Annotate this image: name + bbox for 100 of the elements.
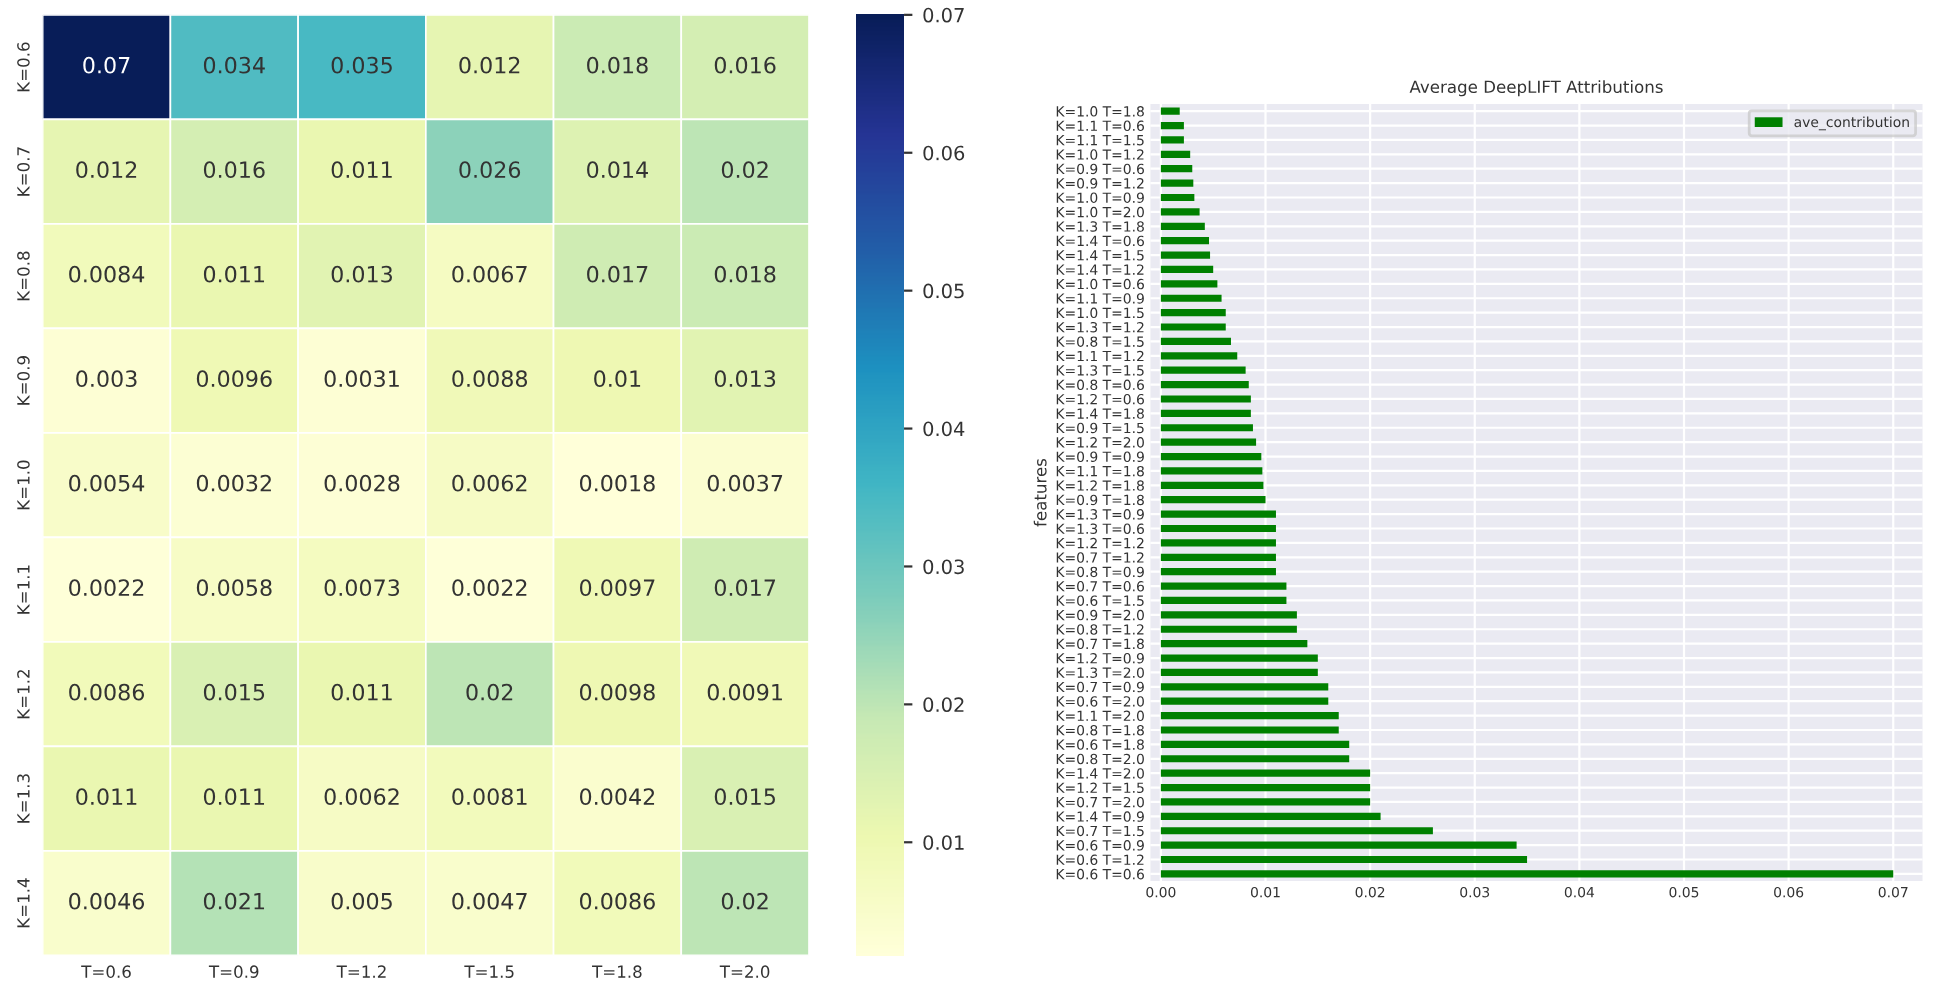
bar <box>1160 352 1238 360</box>
data-label: 0.011 <box>331 683 392 701</box>
x-tick-label: T=1.8 <box>592 965 642 978</box>
y-tick-label: K=0.9 <box>17 356 30 405</box>
bar <box>1160 798 1371 806</box>
data-label: 0.0031 <box>324 370 399 388</box>
bar <box>1160 668 1318 677</box>
bar <box>1160 179 1194 187</box>
data-label: 0.0037 <box>707 474 783 492</box>
color-bar-label: 0.04 <box>923 421 965 437</box>
bar <box>1160 524 1276 533</box>
bar <box>1160 222 1205 230</box>
bar <box>1160 683 1329 691</box>
data-label: 0.02 <box>466 683 513 701</box>
data-label: 0.0022 <box>452 579 527 597</box>
bar <box>1160 611 1297 619</box>
y-axis-title: features <box>1033 458 1047 527</box>
bar <box>1160 539 1276 547</box>
bar <box>1160 251 1211 259</box>
bar <box>1160 855 1528 864</box>
bar <box>1160 654 1318 662</box>
bar <box>1160 193 1195 202</box>
data-label: 0.018 <box>714 265 776 283</box>
data-label: 0.0073 <box>324 579 400 597</box>
bar <box>1160 596 1287 605</box>
bar <box>1160 107 1180 115</box>
data-label: 0.013 <box>331 265 392 283</box>
data-label: 0.035 <box>331 56 392 74</box>
bar <box>1160 841 1517 849</box>
data-label: 0.016 <box>714 56 776 74</box>
bar <box>1160 697 1329 705</box>
data-label: 0.034 <box>203 56 265 74</box>
bar <box>1160 769 1371 777</box>
data-label: 0.012 <box>76 161 137 179</box>
data-label: 0.012 <box>459 56 520 74</box>
bar <box>1160 265 1214 274</box>
bar <box>1160 165 1193 173</box>
bar <box>1160 726 1339 734</box>
y-tick-label: K=0.8 <box>17 251 30 301</box>
y-tick-label: K=1.4 <box>17 878 30 928</box>
data-label: 0.02 <box>721 161 768 179</box>
data-label: 0.0028 <box>324 474 400 492</box>
data-label: 0.015 <box>203 683 265 701</box>
y-tick-label: K=1.0 <box>17 460 30 510</box>
data-label: 0.0097 <box>579 579 655 597</box>
bar <box>1160 309 1226 317</box>
bar <box>1160 625 1297 633</box>
color-bar-label: 0.07 <box>923 7 964 23</box>
data-label: 0.003 <box>76 370 137 388</box>
bar <box>1160 582 1287 590</box>
data-label: 0.011 <box>331 161 392 179</box>
data-label: 0.0067 <box>452 265 527 283</box>
data-label: 0.015 <box>714 788 775 806</box>
bar <box>1160 783 1371 792</box>
data-label: 0.0058 <box>196 579 272 597</box>
bar <box>1160 510 1276 518</box>
data-label: 0.016 <box>203 161 265 179</box>
y-tick-label: K=0.6 <box>17 42 30 92</box>
bar <box>1160 424 1253 432</box>
bar <box>1160 280 1218 288</box>
y-tick-label: K=1.3 <box>17 774 30 823</box>
bar <box>1160 380 1249 389</box>
bar <box>1160 409 1251 417</box>
bar <box>1160 467 1263 475</box>
data-label: 0.0096 <box>196 370 272 388</box>
bar <box>1160 496 1266 504</box>
data-label: 0.011 <box>203 265 265 283</box>
data-label: 0.011 <box>203 788 265 806</box>
data-label: 0.018 <box>587 56 648 74</box>
data-label: 0.0054 <box>69 474 145 492</box>
x-tick-label: T=0.6 <box>81 965 131 978</box>
data-label: 0.0032 <box>196 474 271 492</box>
y-tick-label: K=1.2 <box>17 670 30 719</box>
data-label: 0.01 <box>594 370 641 388</box>
bar <box>1160 395 1251 403</box>
color-bar-label: 0.01 <box>923 835 964 850</box>
data-label: 0.0088 <box>452 370 528 388</box>
bar <box>1160 366 1246 374</box>
bar <box>1160 438 1257 446</box>
data-label: 0.0062 <box>324 788 399 806</box>
bar <box>1160 208 1200 216</box>
data-label: 0.021 <box>203 892 265 910</box>
data-label: 0.013 <box>714 370 776 388</box>
x-tick-label: T=0.9 <box>208 965 259 978</box>
bar <box>1160 870 1894 878</box>
data-label: 0.0084 <box>69 265 145 283</box>
bar <box>1160 755 1350 763</box>
data-label: 0.0022 <box>69 579 144 597</box>
bar <box>1160 740 1350 748</box>
bar <box>1160 481 1264 489</box>
bar <box>1160 812 1381 820</box>
data-label: 0.0018 <box>579 474 655 492</box>
bar <box>1160 827 1433 835</box>
data-label: 0.0091 <box>707 683 782 701</box>
bar <box>1160 712 1339 720</box>
data-label: 0.07 <box>83 56 130 74</box>
bar <box>1160 553 1276 561</box>
chart-title: Average DeepLIFT Attributions <box>1409 80 1663 97</box>
bar <box>1160 568 1276 576</box>
data-label: 0.0098 <box>579 683 655 701</box>
